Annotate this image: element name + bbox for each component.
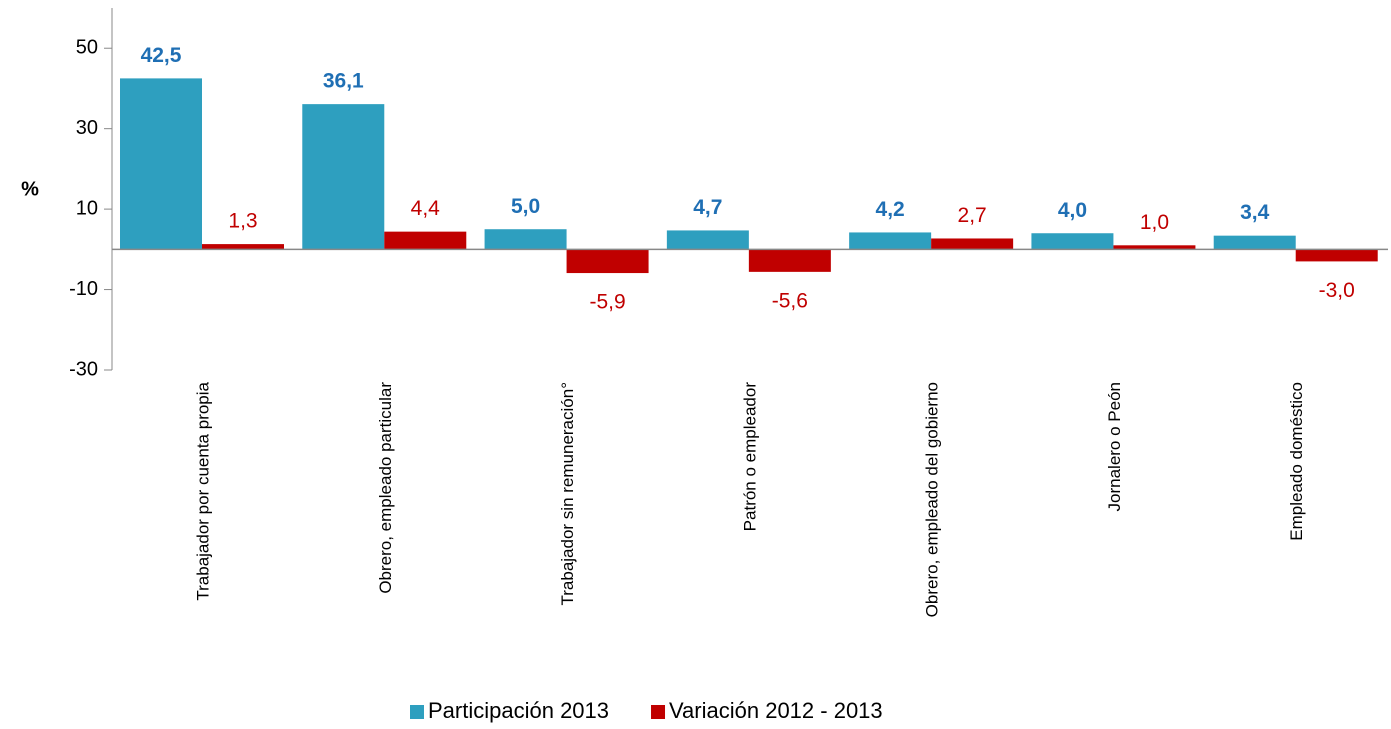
data-label: 1,0 xyxy=(1140,211,1169,234)
bar xyxy=(484,229,567,250)
x-tick-label: Obrero, empleado del gobierno xyxy=(923,382,942,617)
bar xyxy=(202,244,284,250)
bar xyxy=(384,231,467,250)
data-label: 4,2 xyxy=(876,198,905,221)
y-tick-label: 30 xyxy=(76,117,98,139)
x-tick-label: Trabajador por cuenta propia xyxy=(193,381,212,600)
bar xyxy=(666,230,749,250)
data-label: -5,6 xyxy=(772,289,808,312)
bar xyxy=(566,249,649,274)
bar xyxy=(302,104,385,250)
data-label: -3,0 xyxy=(1319,279,1355,302)
x-tick-label: Obrero, empleado particular xyxy=(376,382,395,594)
legend-swatch xyxy=(410,705,424,719)
x-tick-label: Trabajador sin remuneración° xyxy=(558,382,577,606)
bar xyxy=(1031,233,1114,250)
bar xyxy=(748,249,831,272)
data-label: 36,1 xyxy=(323,70,364,93)
data-label: 1,3 xyxy=(228,210,257,233)
x-tick-label: Patrón o empleador xyxy=(740,382,759,532)
bar xyxy=(849,232,932,250)
y-tick-label: -10 xyxy=(69,278,98,300)
bar xyxy=(1213,235,1296,250)
bar xyxy=(1113,245,1196,250)
bar xyxy=(1295,249,1378,262)
data-label: 4,7 xyxy=(693,196,722,219)
y-tick-label: 50 xyxy=(76,37,98,59)
data-label: -5,9 xyxy=(589,291,625,314)
legend-label: Variación 2012 - 2013 xyxy=(669,698,883,723)
x-tick-label: Empleado doméstico xyxy=(1287,382,1306,541)
data-label: 42,5 xyxy=(141,44,182,67)
bar xyxy=(120,78,202,250)
legend: Participación 2013 Variación 2012 - 2013 xyxy=(410,698,883,723)
bar xyxy=(931,238,1014,250)
data-label: 4,4 xyxy=(411,197,441,220)
y-axis-label: % xyxy=(21,178,39,200)
x-tick-label: Jornalero o Peón xyxy=(1105,382,1124,511)
y-tick-label: 10 xyxy=(76,197,98,219)
data-label: 5,0 xyxy=(511,195,540,218)
legend-label: Participación 2013 xyxy=(428,698,609,723)
data-label: 3,4 xyxy=(1240,201,1270,224)
y-tick-label: -30 xyxy=(69,358,98,380)
data-label: 4,0 xyxy=(1058,199,1087,222)
legend-swatch xyxy=(651,705,666,719)
data-label: 2,7 xyxy=(958,204,987,227)
